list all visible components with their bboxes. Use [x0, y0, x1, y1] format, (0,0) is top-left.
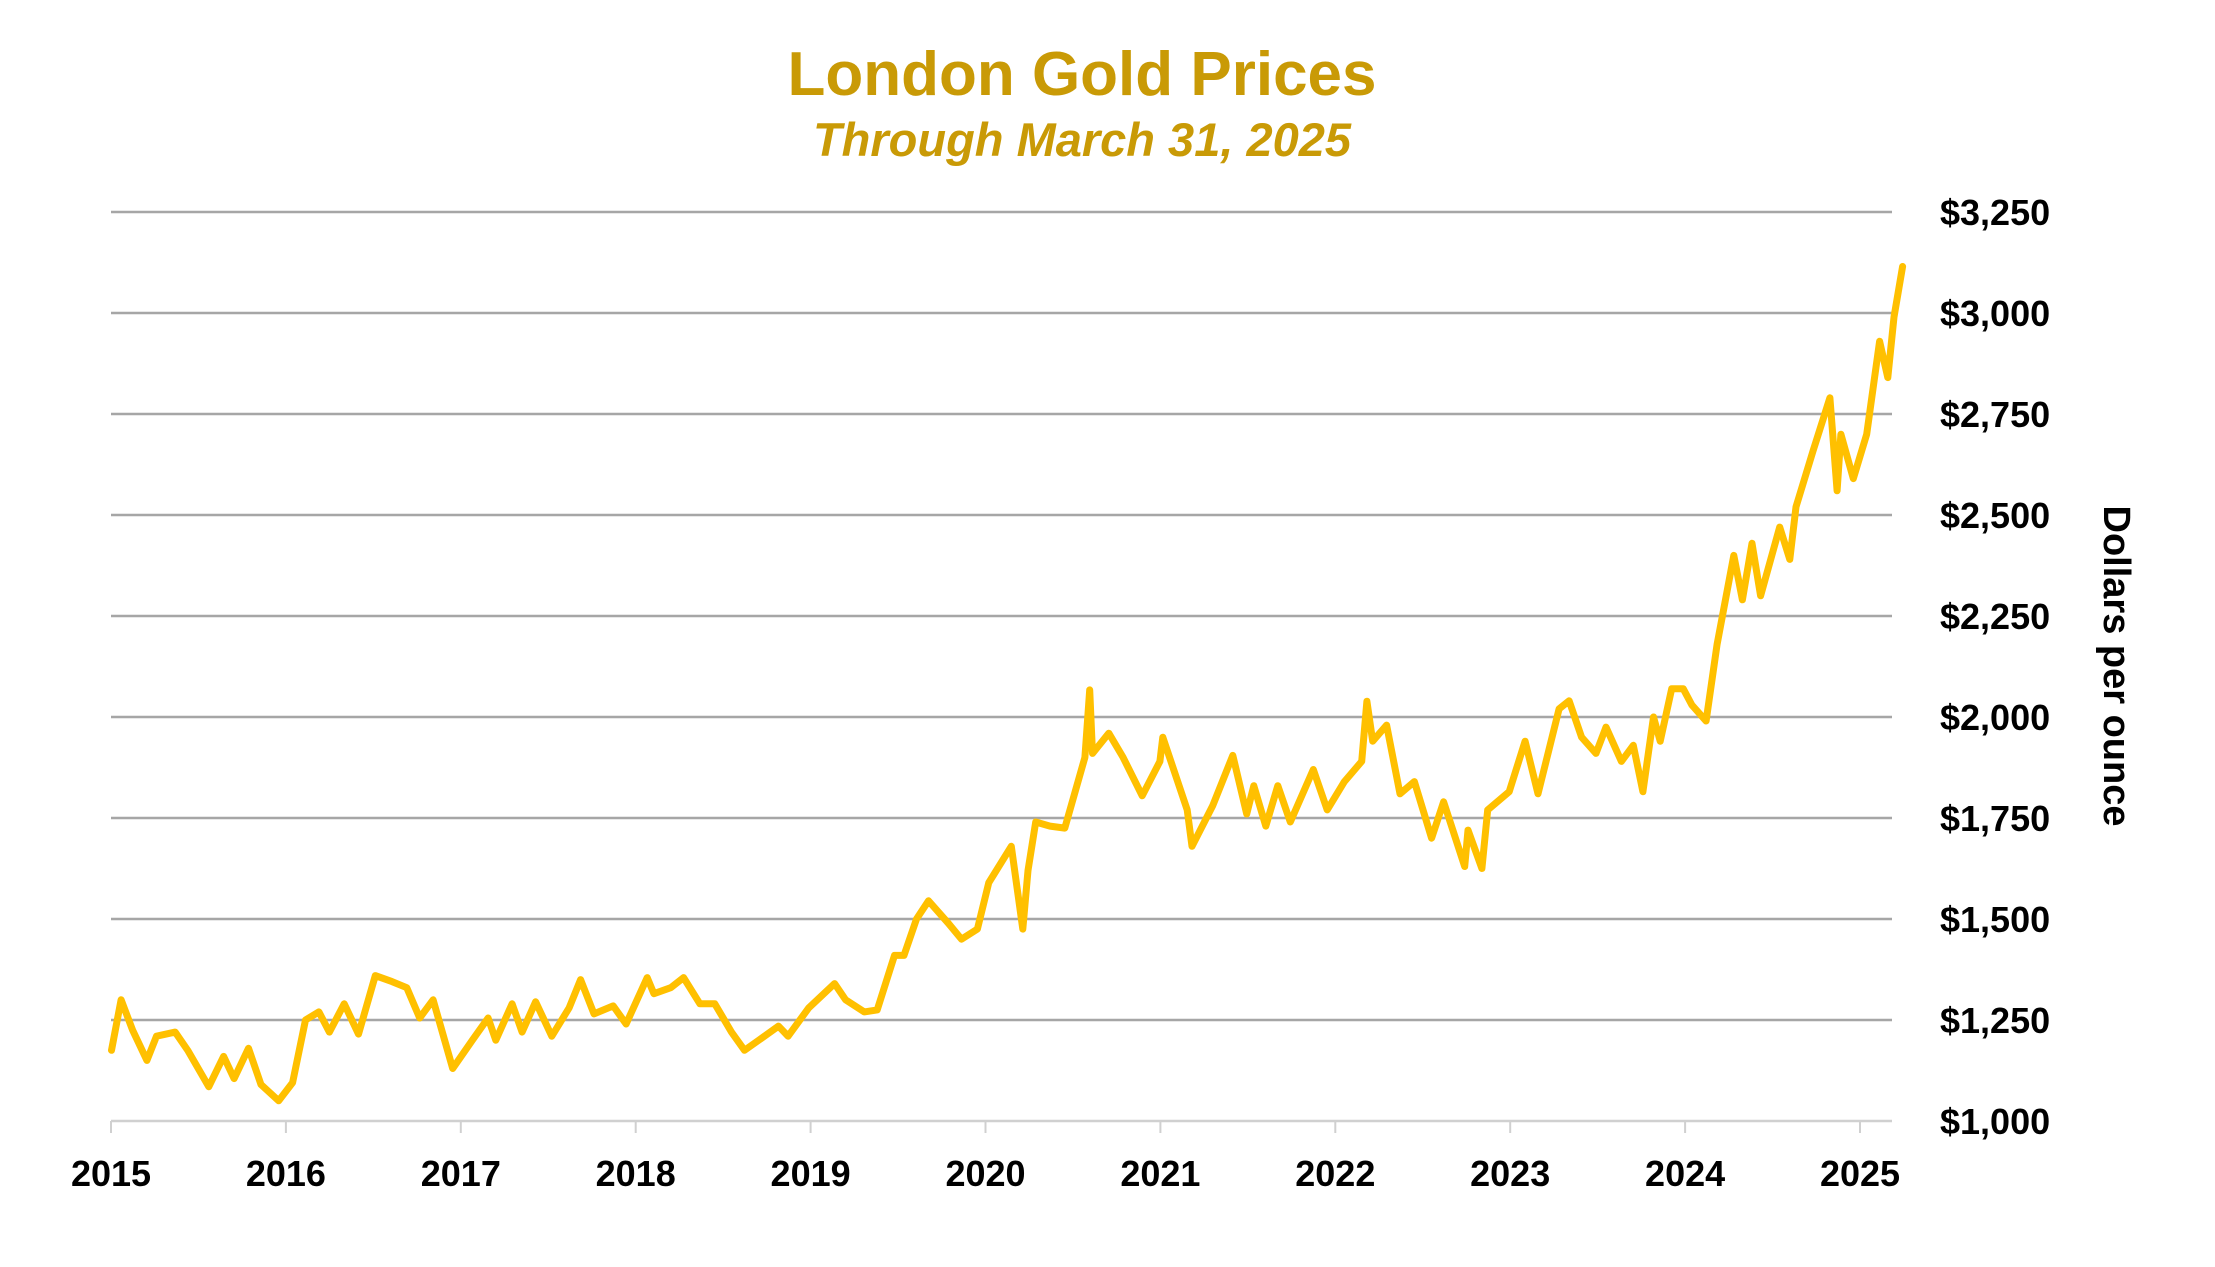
x-tick-label: 2020 [945, 1153, 1025, 1194]
x-tick-label: 2015 [71, 1153, 151, 1194]
y-tick-label: $2,000 [1940, 697, 2050, 738]
x-tick-label: 2017 [421, 1153, 501, 1194]
chart-subtitle: Through March 31, 2025 [813, 113, 1352, 166]
y-tick-label: $3,000 [1940, 293, 2050, 334]
x-tick-label: 2018 [596, 1153, 676, 1194]
series-layer [108, 263, 1907, 1105]
y-tick-label: $1,750 [1940, 798, 2050, 839]
x-tick-label: 2019 [771, 1153, 851, 1194]
x-tick-label: 2021 [1120, 1153, 1200, 1194]
gridlines [110, 210, 1892, 1133]
y-tick-labels: $1,000 $1,250 $1,500 $1,750 $2,000 $2,250 $2,5… [1940, 192, 2050, 1142]
x-tick-label: 2024 [1645, 1153, 1725, 1194]
y-tick-label: $1,500 [1940, 899, 2050, 940]
gold-price-line [108, 263, 1907, 1105]
chart-title: London Gold Prices [787, 40, 1376, 109]
x-tick-label: 2025 [1820, 1153, 1900, 1194]
y-axis-label: Dollars per ounce [2095, 506, 2137, 827]
x-tick-labels: 2015 2016 2017 2018 2019 2020 2021 2022 2023 2024… [71, 1153, 1900, 1194]
x-tick-label: 2016 [246, 1153, 326, 1194]
y-tick-label: $1,000 [1940, 1101, 2050, 1142]
y-tick-label: $2,750 [1940, 394, 2050, 435]
x-tick-label: 2022 [1295, 1153, 1375, 1194]
y-tick-label: $3,250 [1940, 192, 2050, 233]
y-tick-label: $1,250 [1940, 1000, 2050, 1041]
y-tick-label: $2,500 [1940, 495, 2050, 536]
x-tick-label: 2023 [1470, 1153, 1550, 1194]
y-tick-label: $2,250 [1940, 596, 2050, 637]
